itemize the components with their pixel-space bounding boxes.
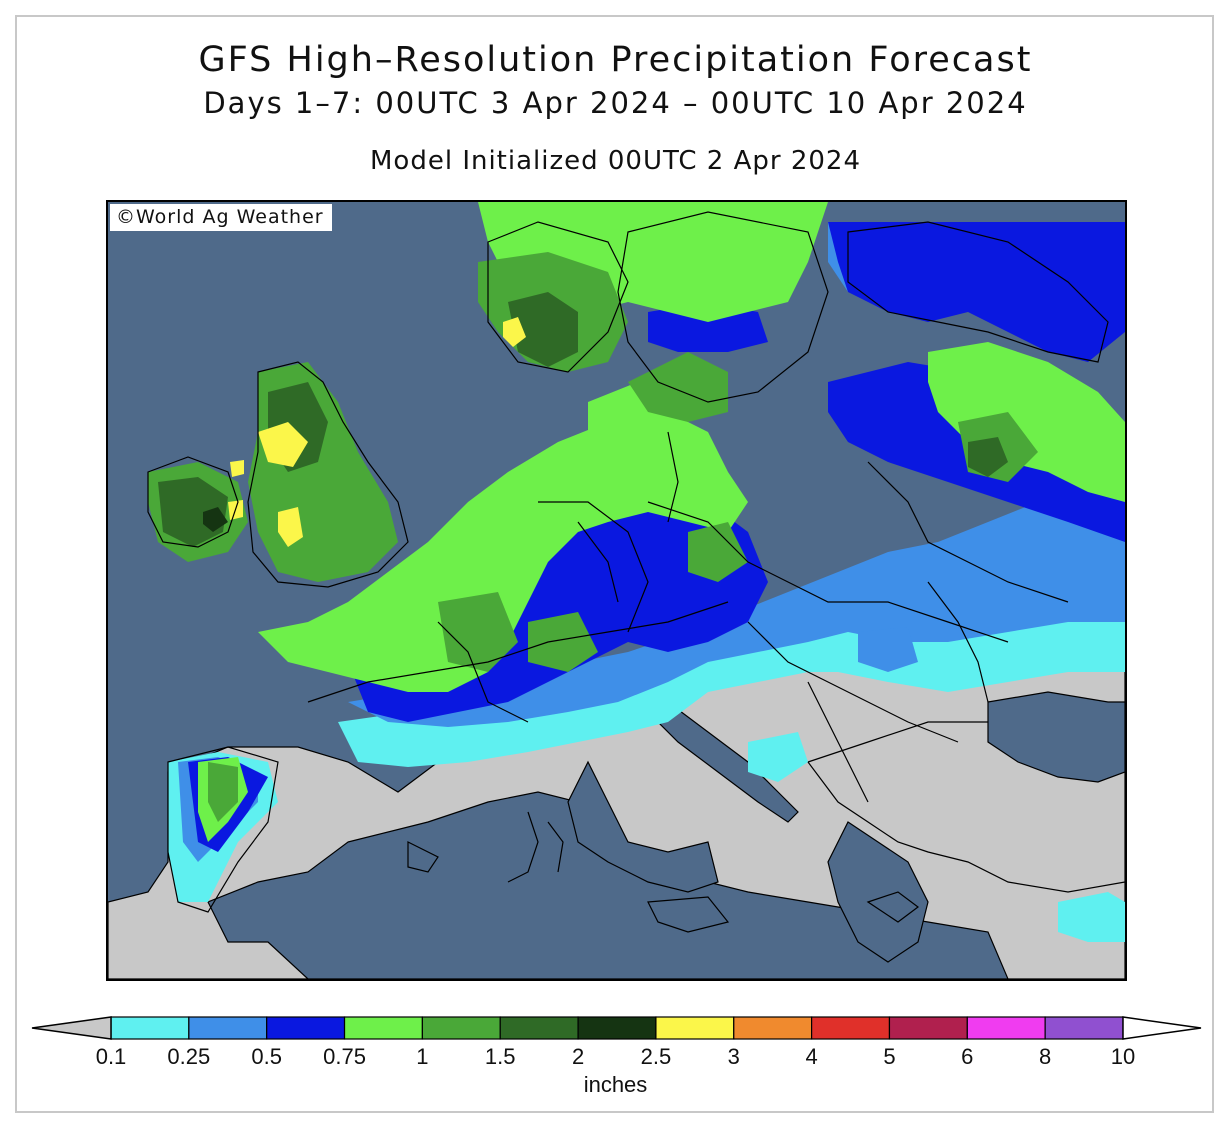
color-bar-bin (888, 1016, 968, 1040)
color-bar-bin (110, 1016, 190, 1040)
color-bar-bin (343, 1016, 423, 1040)
color-bar-tick-label: 2.5 (640, 1044, 672, 1069)
precip-darkest-green (203, 507, 228, 532)
color-bar (31, 1016, 1202, 1040)
model-init-line: Model Initialized 00UTC 2 Apr 2024 (369, 146, 862, 176)
coastlines-borders (147, 211, 1109, 933)
map-title: GFS High–Resolution Precipitation Foreca… (198, 40, 1033, 80)
color-bar-bin (811, 1016, 891, 1040)
color-bar-bin (188, 1016, 268, 1040)
map-canvas (108, 202, 1125, 979)
color-bar-tick-label: 0.25 (167, 1044, 211, 1069)
color-bar-bin (733, 1016, 813, 1040)
color-bar-bin (421, 1016, 501, 1040)
above-max-arrow (1122, 1016, 1202, 1040)
color-bar-bin (966, 1016, 1046, 1040)
below-min-arrow (31, 1016, 112, 1040)
color-bar-tick-label: 4 (805, 1044, 818, 1069)
units-label: inches (583, 1072, 648, 1097)
color-bar-bins (110, 1016, 1124, 1040)
color-bar-tick-label: 3 (727, 1044, 740, 1069)
color-bar-tick-label: 0.1 (95, 1044, 127, 1069)
color-bar-bin (577, 1016, 657, 1040)
credit-label: ©World Ag Weather (110, 204, 332, 231)
color-bar-tick-label: 5 (883, 1044, 896, 1069)
map-subtitle: Days 1–7: 00UTC 3 Apr 2024 – 00UTC 10 Ap… (203, 86, 1028, 120)
color-bar-bin (499, 1016, 579, 1040)
precipitation-map: ©World Ag Weather (106, 200, 1127, 981)
color-bar-tick-label: 0.5 (251, 1044, 282, 1069)
color-bar-bin (266, 1016, 346, 1040)
color-bar-tick-label: 1 (416, 1044, 429, 1069)
color-bar-tick-label: 2 (571, 1044, 585, 1069)
color-bar-tick-label: 1.5 (484, 1044, 516, 1069)
color-bar-bin (655, 1016, 735, 1040)
color-bar-tick-label: 10 (1110, 1044, 1136, 1069)
precip-yellow (228, 317, 526, 547)
color-bar-bin (1044, 1016, 1124, 1040)
color-bar-tick-label: 8 (1039, 1044, 1052, 1069)
color-bar-tick-label: 6 (961, 1044, 974, 1069)
color-bar-tick-label: 0.75 (323, 1044, 366, 1069)
seas (207, 680, 1125, 979)
